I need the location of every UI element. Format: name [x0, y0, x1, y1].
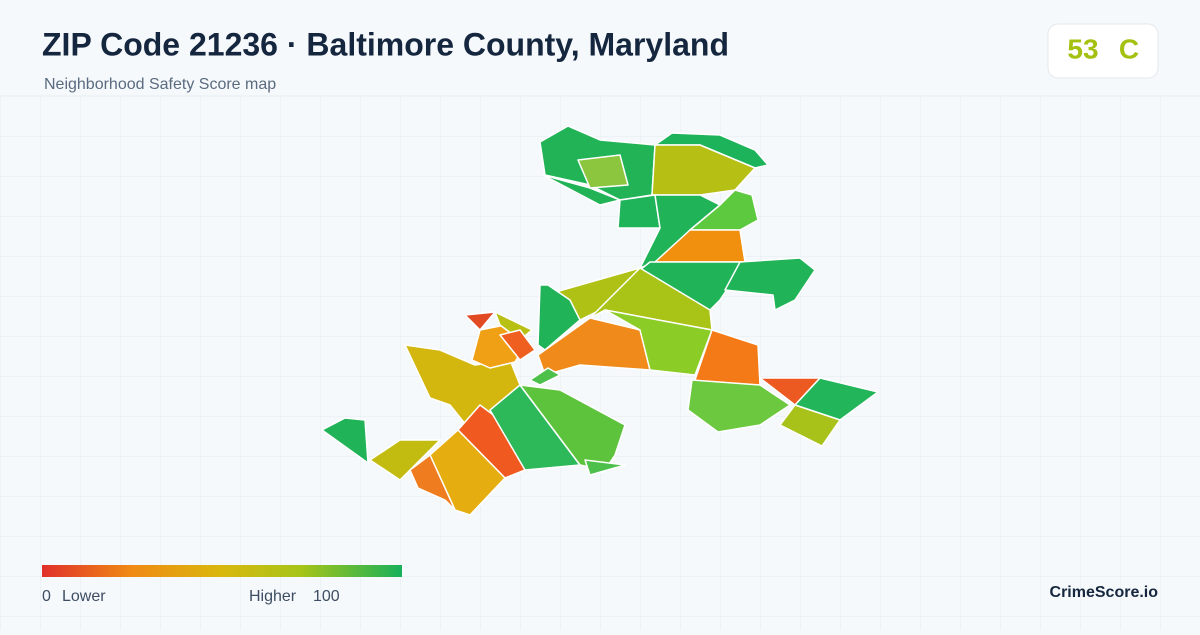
legend-min-label: Lower	[62, 588, 106, 605]
region	[321, 417, 369, 464]
legend-max-label: Higher	[249, 588, 297, 605]
legend: 0 Lower Higher 100	[42, 565, 402, 605]
region	[409, 454, 456, 511]
title: ZIP Code 21236 · Baltimore County, Maryl…	[42, 26, 729, 62]
map	[321, 125, 879, 516]
region	[529, 367, 561, 386]
region	[604, 309, 713, 376]
region	[464, 311, 496, 331]
legend-gradient	[42, 565, 402, 577]
brand: CrimeScore.io	[1050, 584, 1159, 601]
score-badge: 53 C	[1047, 23, 1159, 79]
region	[779, 404, 841, 447]
badge-box	[1047, 23, 1159, 79]
region	[537, 284, 581, 351]
region	[577, 154, 629, 189]
legend-min: 0	[42, 588, 51, 605]
subtitle: Neighborhood Safety Score map	[44, 76, 276, 93]
legend-max: 100	[313, 588, 340, 605]
region	[687, 379, 791, 433]
score-value: 53	[1067, 33, 1098, 64]
region	[584, 459, 626, 476]
region	[369, 439, 441, 481]
region	[724, 257, 816, 311]
region	[499, 329, 536, 361]
score-grade: C	[1119, 33, 1139, 64]
region	[617, 194, 661, 229]
region	[519, 384, 626, 471]
